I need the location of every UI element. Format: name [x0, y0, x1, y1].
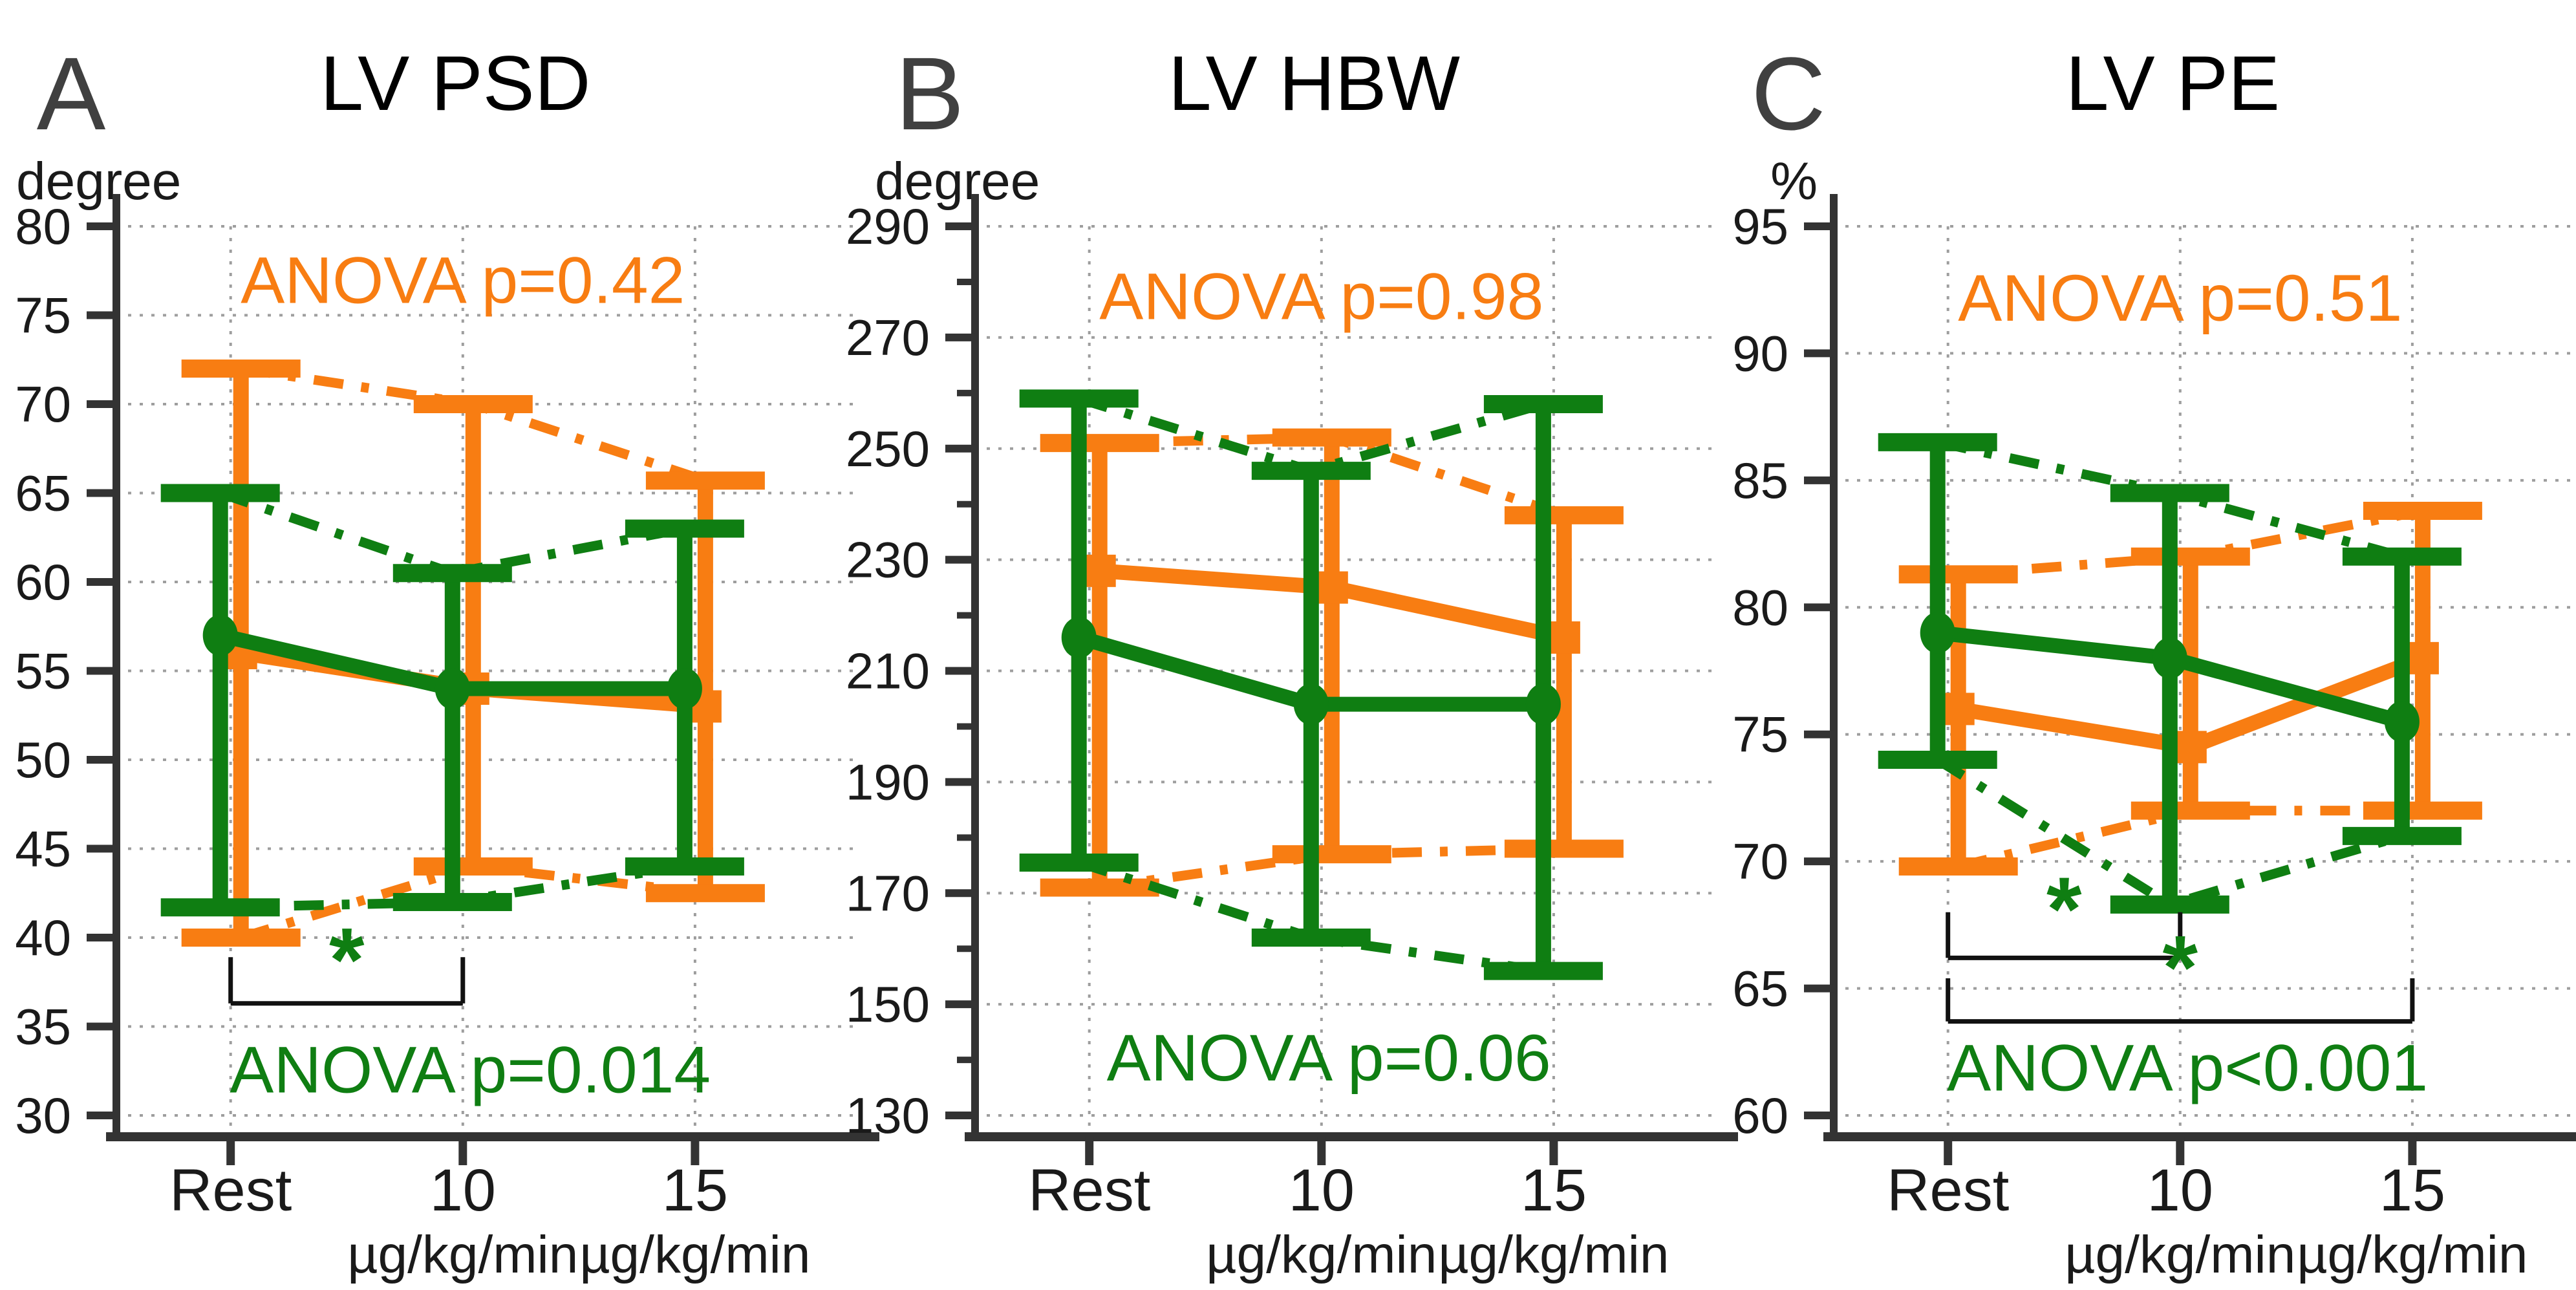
anova-label-bottom: ANOVA p<0.001: [1947, 1031, 2428, 1104]
x-tick-sublabel: µg/kg/min: [579, 1225, 810, 1284]
square-marker: [1083, 554, 1116, 587]
square-marker: [2174, 731, 2207, 764]
x-tick-sublabel: µg/kg/min: [1206, 1225, 1437, 1284]
y-tick-label: 80: [15, 198, 71, 255]
anova-label-bottom: ANOVA p=0.06: [1107, 1021, 1551, 1095]
panel-title: LV HBW: [1168, 40, 1460, 127]
square-marker: [2406, 641, 2439, 674]
circle-marker: [1525, 683, 1561, 726]
series-orange-squares: [1040, 428, 1624, 897]
y-tick-label: 50: [15, 731, 71, 788]
y-tick-label: 55: [15, 643, 71, 700]
y-tick-label: 150: [846, 976, 930, 1033]
x-tick-sublabel: µg/kg/min: [2297, 1225, 2528, 1284]
square-marker: [1547, 621, 1580, 654]
x-tick-label: 15: [662, 1157, 728, 1223]
y-tick-label: 60: [15, 554, 71, 610]
x-tick-label: 15: [2379, 1157, 2445, 1223]
anova-label-top: ANOVA p=0.51: [1958, 261, 2402, 335]
y-axis-unit-label: degree: [875, 152, 1040, 211]
square-marker: [1942, 693, 1975, 726]
y-tick-label: 60: [1732, 1087, 1788, 1144]
significance-asterisk: *: [2163, 916, 2198, 1018]
panel-letter: A: [37, 36, 106, 151]
y-tick-label: 210: [846, 643, 930, 700]
series-green-circles: [1019, 389, 1603, 980]
y-tick-label: 290: [846, 198, 930, 255]
panel-letter: C: [1751, 36, 1826, 151]
y-axis-unit-label: %: [1770, 152, 1818, 211]
x-tick-sublabel: µg/kg/min: [1438, 1225, 1669, 1284]
circle-marker: [667, 668, 702, 709]
series-green-circles: [1878, 433, 2462, 914]
series-orange-squares: [1898, 502, 2482, 876]
y-tick-label: 130: [846, 1087, 930, 1144]
y-tick-label: 95: [1732, 198, 1788, 255]
circle-marker: [202, 614, 238, 656]
y-tick-label: 85: [1732, 452, 1788, 509]
y-tick-label: 35: [15, 998, 71, 1055]
y-axis-unit-label: degree: [16, 152, 181, 211]
x-tick-label: 15: [1521, 1157, 1587, 1223]
anova-label-top: ANOVA p=0.42: [241, 244, 685, 317]
series-green-circles: [160, 484, 744, 917]
panel-title: LV PSD: [320, 40, 590, 127]
square-marker: [1315, 571, 1348, 604]
y-tick-label: 170: [846, 865, 930, 921]
x-tick-label: Rest: [1028, 1157, 1150, 1223]
y-tick-label: 250: [846, 420, 930, 477]
panel-title: LV PE: [2066, 40, 2280, 127]
x-tick-label: Rest: [169, 1157, 292, 1223]
y-tick-label: 80: [1732, 579, 1788, 636]
circle-marker: [1293, 683, 1329, 726]
y-tick-label: 75: [15, 287, 71, 344]
x-tick-sublabel: µg/kg/min: [347, 1225, 578, 1284]
significance-asterisk: *: [329, 909, 365, 1011]
y-tick-label: 45: [15, 821, 71, 877]
circle-marker: [1920, 612, 1955, 654]
y-tick-label: 70: [15, 376, 71, 433]
x-tick-label: 10: [430, 1157, 496, 1223]
anova-label-bottom: ANOVA p=0.014: [230, 1033, 711, 1107]
whisker-connector-upper: [219, 488, 686, 578]
y-tick-label: 90: [1732, 325, 1788, 382]
circle-marker: [435, 668, 470, 709]
circle-marker: [2152, 637, 2187, 679]
panel-letter: B: [896, 36, 965, 151]
y-tick-label: 70: [1732, 833, 1788, 890]
y-tick-label: 30: [15, 1087, 71, 1144]
circle-marker: [2384, 701, 2420, 743]
y-tick-label: 75: [1732, 706, 1788, 763]
y-tick-label: 230: [846, 532, 930, 588]
y-tick-label: 65: [1732, 960, 1788, 1017]
y-tick-label: 270: [846, 309, 930, 366]
anova-label-top: ANOVA p=0.98: [1099, 259, 1543, 333]
x-tick-label: 10: [1289, 1157, 1355, 1223]
x-tick-label: 10: [2147, 1157, 2213, 1223]
series-orange-squares: [181, 360, 765, 947]
x-tick-sublabel: µg/kg/min: [2065, 1225, 2295, 1284]
x-tick-label: Rest: [1887, 1157, 2009, 1223]
y-tick-label: 65: [15, 465, 71, 522]
y-tick-label: 190: [846, 753, 930, 810]
significance-asterisk: *: [2046, 858, 2082, 960]
y-tick-label: 40: [15, 909, 71, 966]
circle-marker: [1061, 616, 1097, 658]
